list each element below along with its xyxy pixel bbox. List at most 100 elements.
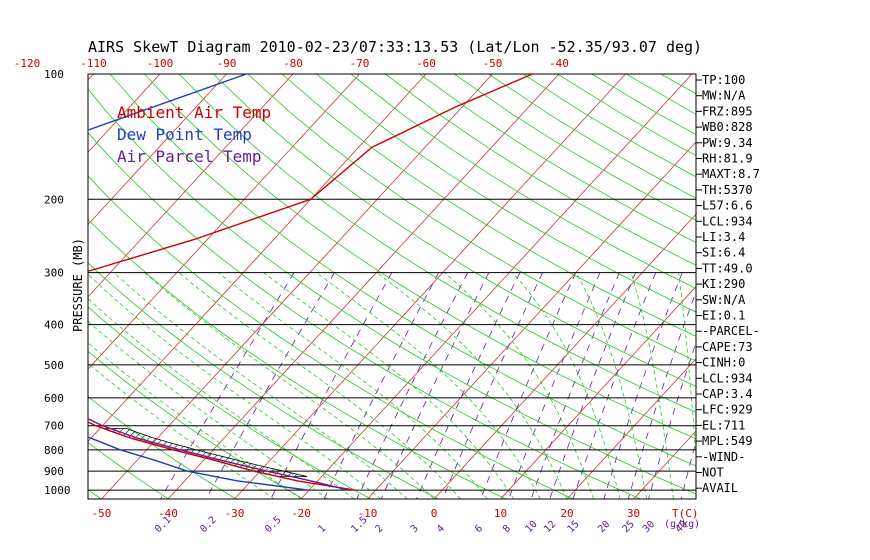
pressure-tick-label: 500 — [44, 359, 64, 372]
pressure-tick-label: 900 — [44, 465, 64, 478]
dry-adiabat-line — [88, 262, 439, 499]
top-temperature-tick: -60 — [416, 57, 436, 70]
bottom-temperature-tick: 20 — [560, 507, 573, 520]
index-label: -WIND- — [702, 450, 745, 464]
cape-hatched-area — [103, 428, 308, 477]
dry-adiabat-line — [385, 74, 696, 266]
dry-adiabat-line — [350, 74, 696, 289]
top-temperature-tick: -100 — [147, 57, 174, 70]
moist-adiabat-lines — [88, 272, 696, 499]
moist-adiabat-line — [630, 272, 674, 499]
dry-adiabat-line — [453, 74, 696, 221]
mixing-ratio-tick: 6 — [473, 523, 485, 535]
bottom-temperature-tick: 30 — [627, 507, 640, 520]
dry-adiabat-line — [488, 74, 696, 199]
dry-adiabat-line — [316, 74, 696, 313]
dry-adiabat-line — [798, 74, 870, 499]
mixing-ratio-tick: 4 — [435, 523, 447, 535]
pressure-tick-label: 800 — [44, 444, 64, 457]
moist-adiabat-line — [178, 272, 461, 499]
top-temperature-tick: -80 — [283, 57, 303, 70]
index-label: TP:100 — [702, 73, 745, 87]
moist-adiabat-line — [316, 272, 541, 499]
dry-adiabat-lines — [88, 74, 870, 499]
pressure-tick-label: 600 — [44, 392, 64, 405]
isotherm-line — [88, 74, 161, 153]
bottom-temperature-tick: 10 — [494, 507, 507, 520]
mixing-ratio-unit: (g/kg) — [664, 519, 700, 530]
y-axis-label: PRESSURE (MB) — [71, 238, 85, 332]
mixing-ratio-tick: 0.5 — [263, 515, 284, 536]
mixing-ratio-line — [508, 272, 601, 499]
index-label: SW:N/A — [702, 293, 746, 307]
isotherm-line — [88, 74, 227, 226]
legend-dew-point-temp: Dew Point Temp — [117, 125, 252, 144]
index-label: TH:5370 — [702, 183, 753, 197]
bottom-axis-unit: T(C) — [672, 507, 699, 520]
dry-adiabat-line — [88, 489, 102, 499]
isotherm-line — [300, 74, 693, 499]
index-label: CINH:0 — [702, 356, 745, 370]
index-label: NOT — [702, 465, 724, 479]
moist-adiabat-line — [144, 272, 435, 499]
isotherm-line — [367, 141, 696, 499]
isotherm-line — [767, 74, 870, 499]
sounding-profiles — [88, 74, 533, 491]
dry-adiabat-line — [88, 132, 641, 499]
index-label: WB0:828 — [702, 120, 753, 134]
dry-adiabat-line — [88, 442, 169, 499]
mixing-ratio-tick: 20 — [596, 519, 612, 535]
dry-adiabat-line — [88, 88, 696, 495]
index-label: AVAIL — [702, 481, 738, 495]
top-temperature-tick: -70 — [350, 57, 370, 70]
mixing-ratio-tick: 15 — [565, 519, 581, 535]
dry-adiabat-line — [88, 396, 237, 499]
top-temperature-axis: -120 -110 -100 -90 -80 -70 -60 -50 -40 — [14, 57, 569, 70]
index-label: RH:81.9 — [702, 151, 753, 165]
pressure-tick-label: 100 — [44, 68, 64, 81]
moist-adiabat-line — [218, 272, 488, 499]
index-label: CAP:3.4 — [702, 387, 753, 401]
index-label: MW:N/A — [702, 89, 746, 103]
isotherm-line — [101, 74, 493, 499]
dry-adiabat-line — [178, 74, 696, 413]
index-label: SI:6.4 — [702, 246, 745, 260]
moist-adiabat-line — [678, 272, 696, 459]
top-temperature-tick: -40 — [549, 57, 569, 70]
mixing-ratio-line — [323, 272, 440, 499]
index-label: -PARCEL- — [702, 324, 760, 338]
chart-title: AIRS SkewT Diagram 2010-02-23/07:33:13.5… — [88, 38, 702, 56]
mixing-ratio-tick: 0.2 — [198, 515, 219, 536]
pressure-tick-label: 700 — [44, 420, 64, 433]
moist-adiabat-line — [113, 272, 408, 499]
moist-adiabat-line — [512, 272, 621, 499]
ambient-air-temp-line — [88, 74, 533, 491]
bottom-temperature-tick: -40 — [158, 507, 178, 520]
moist-adiabat-line — [444, 272, 594, 499]
cape-region — [103, 428, 308, 477]
mixing-ratio-tick: 2 — [373, 523, 385, 535]
dry-adiabat-line — [247, 74, 696, 362]
index-label: CAPE:73 — [702, 340, 753, 354]
mixing-ratio-lines — [160, 272, 696, 499]
pressure-grid-lines — [87, 73, 697, 500]
index-label: MPL:549 — [702, 434, 753, 448]
mixing-ratio-tick: 30 — [641, 519, 657, 535]
bottom-temperature-tick: -10 — [358, 507, 378, 520]
index-label: EI:0.1 — [702, 308, 745, 322]
moist-adiabat-line — [88, 342, 302, 499]
mixing-ratio-line — [380, 272, 490, 499]
moist-adiabat-line — [263, 272, 515, 499]
mixing-ratio-line — [416, 272, 521, 499]
mixing-ratio-line — [680, 440, 696, 499]
bottom-temperature-tick: -20 — [291, 507, 311, 520]
moist-adiabat-line — [88, 298, 355, 499]
index-label: MAXT:8.7 — [702, 167, 760, 181]
mixing-ratio-line — [442, 272, 543, 499]
mixing-ratio-line — [205, 272, 335, 499]
pressure-tick-label: 1000 — [44, 484, 71, 497]
top-temperature-tick: -50 — [483, 57, 503, 70]
dry-adiabat-line — [419, 74, 696, 243]
